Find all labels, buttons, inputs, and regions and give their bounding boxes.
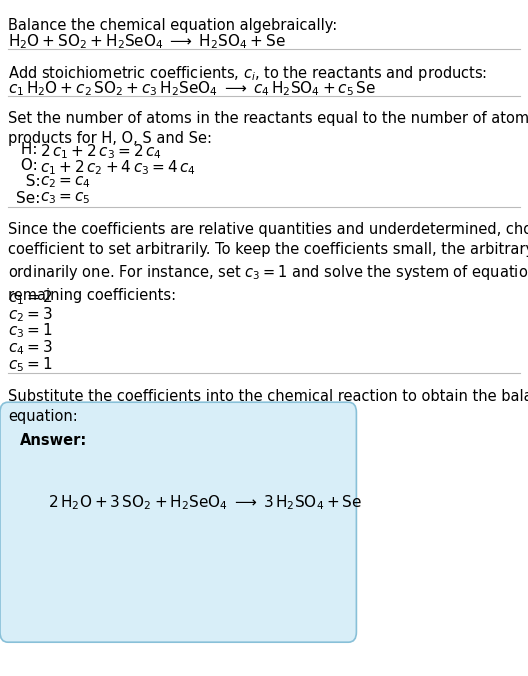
Text: Set the number of atoms in the reactants equal to the number of atoms in the
pro: Set the number of atoms in the reactants…	[8, 111, 528, 146]
Text: $2\,c_1 + 2\,c_3 = 2\,c_4$: $2\,c_1 + 2\,c_3 = 2\,c_4$	[40, 142, 162, 161]
Text: Substitute the coefficients into the chemical reaction to obtain the balanced
eq: Substitute the coefficients into the che…	[8, 389, 528, 424]
Text: $c_3 = c_5$: $c_3 = c_5$	[40, 191, 90, 206]
Text: $c_5 = 1$: $c_5 = 1$	[8, 356, 52, 375]
Text: Add stoichiometric coefficients, $c_i$, to the reactants and products:: Add stoichiometric coefficients, $c_i$, …	[8, 64, 487, 82]
FancyBboxPatch shape	[0, 402, 356, 642]
Text: Answer:: Answer:	[20, 433, 87, 448]
Text: $c_1 + 2\,c_2 + 4\,c_3 = 4\,c_4$: $c_1 + 2\,c_2 + 4\,c_3 = 4\,c_4$	[40, 158, 196, 177]
Text: Balance the chemical equation algebraically:: Balance the chemical equation algebraica…	[8, 18, 337, 32]
Text: $\mathrm{H_2O + SO_2 + H_2SeO_4 \;\longrightarrow\; H_2SO_4 + Se}$: $\mathrm{H_2O + SO_2 + H_2SeO_4 \;\longr…	[8, 32, 286, 51]
Text: $c_3 = 1$: $c_3 = 1$	[8, 322, 52, 341]
Text: Since the coefficients are relative quantities and underdetermined, choose a
coe: Since the coefficients are relative quan…	[8, 222, 528, 303]
Text: $2\,\mathrm{H_2O} + 3\,\mathrm{SO_2} + \mathrm{H_2SeO_4} \;\longrightarrow\; 3\,: $2\,\mathrm{H_2O} + 3\,\mathrm{SO_2} + \…	[48, 493, 362, 512]
Text: $c_2 = c_4$: $c_2 = c_4$	[40, 174, 90, 190]
Text: Se:: Se:	[16, 191, 40, 206]
Text: $c_1 = 2$: $c_1 = 2$	[8, 288, 52, 307]
Text: $c_4 = 3$: $c_4 = 3$	[8, 339, 53, 358]
Text: S:: S:	[16, 174, 41, 189]
Text: $c_2 = 3$: $c_2 = 3$	[8, 305, 53, 324]
Text: O:: O:	[16, 158, 37, 173]
Text: H:: H:	[16, 142, 37, 157]
Text: $c_1\,\mathrm{H_2O} + c_2\,\mathrm{SO_2} + c_3\,\mathrm{H_2SeO_4} \;\longrightar: $c_1\,\mathrm{H_2O} + c_2\,\mathrm{SO_2}…	[8, 80, 376, 99]
